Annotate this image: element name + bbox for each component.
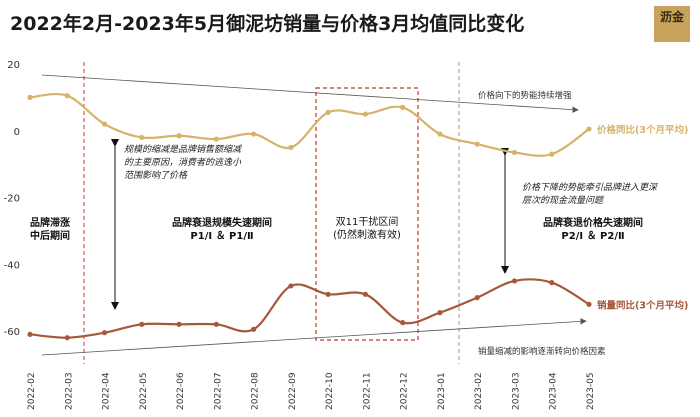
- x-tick-label: 2023-02: [474, 372, 484, 410]
- sales-series-point: [549, 280, 555, 286]
- price-trend-label: 价格向下的势能持续增强: [478, 90, 572, 101]
- x-tick-label: 2023-04: [549, 372, 559, 410]
- price-series-point: [64, 93, 70, 99]
- sales-series-point: [139, 321, 145, 327]
- right-note: 价格下降的势能牵引品牌进入更深层次的现金流量问题: [522, 182, 659, 206]
- price-series-point: [101, 121, 108, 127]
- price-trend-arrow: [41, 74, 579, 113]
- price-series-point: [213, 136, 219, 142]
- series-layer: 价格同比(3个月平均) 销量同比(3个月平均): [27, 92, 688, 341]
- x-tick-label: 2022-07: [213, 372, 223, 410]
- price-series-line: [29, 92, 590, 157]
- sales-series-point: [400, 320, 406, 326]
- price-series-point: [251, 131, 257, 137]
- price-series-point: [586, 126, 592, 132]
- sales-trend-label: 销量缩减的影响逐渐转向价格因素: [478, 346, 606, 357]
- x-tick-label: 2022-10: [325, 372, 335, 410]
- price-series-point: [511, 149, 518, 156]
- sales-series-point: [101, 330, 108, 336]
- x-tick-label: 2022-08: [251, 372, 261, 410]
- sales-series-line: [29, 278, 590, 339]
- price-series-label: 价格同比(3个月平均): [597, 124, 688, 136]
- y-tick-label: -60: [4, 327, 20, 338]
- sales-trend-arrow: [41, 318, 587, 356]
- sales-series-point: [213, 321, 219, 327]
- sales-series-point: [176, 321, 182, 327]
- sales-series-point: [27, 331, 33, 337]
- logo-text: 沥金: [659, 10, 684, 24]
- brand-logo: 沥金: [654, 6, 690, 42]
- x-tick-label: 2022-05: [139, 372, 149, 410]
- x-tick-label: 2022-03: [64, 372, 74, 410]
- x-tick-label: 2022-12: [400, 372, 410, 410]
- sales-series-point: [474, 295, 480, 301]
- x-tick-label: 2023-01: [437, 372, 447, 410]
- price-series-point: [400, 104, 406, 110]
- x-tick-label: 2022-02: [27, 372, 37, 410]
- x-tick-label: 2023-05: [586, 372, 596, 410]
- interference-box: [315, 87, 419, 341]
- price-series-point: [549, 151, 555, 157]
- period-label: 品牌衰退规模失速期间: [172, 216, 272, 229]
- sales-series-point: [362, 291, 368, 297]
- price-series-point: [325, 109, 331, 115]
- y-tick-label: 20: [7, 60, 20, 71]
- price-series-point: [362, 111, 368, 117]
- price-series-point: [474, 141, 480, 147]
- sales-series-label: 销量同比(3个月平均): [597, 299, 688, 311]
- x-tick-label: 2022-09: [288, 372, 298, 410]
- left-note: 规模的缩减是品牌销售额缩减的主要原因，消费者的逃逸小范围影响了价格: [124, 144, 243, 181]
- sales-series-point: [64, 335, 70, 341]
- y-tick-label: 0: [14, 127, 20, 138]
- price-series-point: [139, 134, 145, 141]
- price-series-point: [437, 131, 443, 137]
- sales-series-point: [511, 278, 518, 284]
- period-label: P1/Ⅰ ＆ P1/Ⅱ: [190, 230, 253, 242]
- price-series-point: [27, 94, 33, 100]
- sales-series-point: [586, 301, 592, 307]
- sales-series-point: [288, 283, 294, 289]
- axis-layer: 20 0 -20 -40 -60 2022-02 2022-03 2022-04 2022-05…: [4, 60, 596, 410]
- chart-title: 2022年2月-2023年5月御泥坊销量与价格3月均值同比变化: [10, 13, 525, 35]
- sales-series-point: [437, 310, 443, 316]
- period-label: (仍然刺激有效): [333, 228, 401, 241]
- x-tick-label: 2023-03: [511, 372, 521, 410]
- period-label: 品牌滞涨中后期间: [30, 216, 70, 242]
- x-tick-label: 2022-06: [176, 372, 186, 410]
- period-label: 双11干扰区间: [336, 215, 399, 228]
- period-label: P2/Ⅰ ＆ P2/Ⅱ: [561, 230, 624, 242]
- period-label: 品牌衰退价格失速期间: [543, 216, 643, 229]
- y-tick-label: -40: [4, 260, 20, 271]
- x-tick-label: 2022-11: [362, 372, 372, 410]
- x-tick-label: 2022-04: [102, 372, 112, 410]
- price-series-point: [176, 133, 182, 139]
- y-tick-label: -20: [4, 194, 20, 205]
- sales-series-point: [325, 291, 331, 297]
- price-series-point: [288, 144, 294, 151]
- sales-series-point: [251, 326, 257, 332]
